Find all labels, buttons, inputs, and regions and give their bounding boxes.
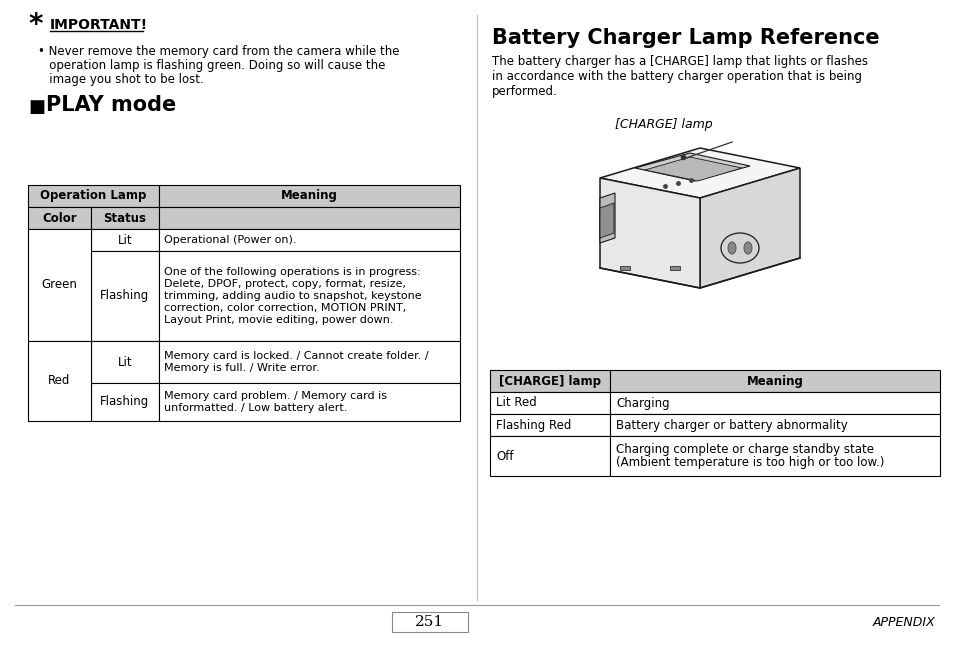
Text: Charging complete or charge standby state: Charging complete or charge standby stat… xyxy=(616,443,873,456)
Bar xyxy=(159,229,459,251)
Bar xyxy=(159,185,459,207)
Text: Lit Red: Lit Red xyxy=(496,397,537,410)
Ellipse shape xyxy=(727,242,735,254)
Polygon shape xyxy=(599,193,615,243)
Text: in accordance with the battery charger operation that is being: in accordance with the battery charger o… xyxy=(492,70,862,83)
Text: Green: Green xyxy=(42,278,77,291)
Bar xyxy=(490,392,609,414)
Bar xyxy=(91,251,159,341)
Text: PLAY mode: PLAY mode xyxy=(46,95,176,115)
Text: The battery charger has a [CHARGE] lamp that lights or flashes: The battery charger has a [CHARGE] lamp … xyxy=(492,55,867,68)
Bar xyxy=(609,436,939,476)
Polygon shape xyxy=(599,148,800,198)
Polygon shape xyxy=(599,203,614,238)
Text: Red: Red xyxy=(49,375,71,388)
Text: Layout Print, movie editing, power down.: Layout Print, movie editing, power down. xyxy=(164,315,393,325)
Text: *: * xyxy=(28,11,43,39)
Text: Lit: Lit xyxy=(117,233,132,247)
Text: [CHARGE] lamp: [CHARGE] lamp xyxy=(615,118,712,131)
Text: correction, color correction, MOTION PRINT,: correction, color correction, MOTION PRI… xyxy=(164,303,406,313)
Bar xyxy=(28,341,91,421)
Bar xyxy=(159,251,459,341)
Text: • Never remove the memory card from the camera while the: • Never remove the memory card from the … xyxy=(38,45,399,58)
Polygon shape xyxy=(635,153,749,181)
FancyBboxPatch shape xyxy=(392,612,468,632)
Text: Memory card problem. / Memory card is: Memory card problem. / Memory card is xyxy=(164,391,387,401)
Text: Flashing Red: Flashing Red xyxy=(496,419,571,432)
Text: APPENDIX: APPENDIX xyxy=(871,616,934,629)
Bar xyxy=(91,229,159,251)
Text: Meaning: Meaning xyxy=(281,189,337,202)
Polygon shape xyxy=(700,168,800,288)
Text: Flashing: Flashing xyxy=(100,395,150,408)
Text: One of the following operations is in progress:: One of the following operations is in pr… xyxy=(164,267,420,277)
Bar xyxy=(490,436,609,476)
Text: image you shot to be lost.: image you shot to be lost. xyxy=(38,73,204,86)
Text: Color: Color xyxy=(42,211,77,225)
Bar xyxy=(669,266,679,270)
Bar xyxy=(619,266,629,270)
Bar xyxy=(28,185,159,207)
Bar xyxy=(91,341,159,383)
Text: 251: 251 xyxy=(415,615,444,629)
Text: Off: Off xyxy=(496,450,513,463)
Text: performed.: performed. xyxy=(492,85,558,98)
Text: operation lamp is flashing green. Doing so will cause the: operation lamp is flashing green. Doing … xyxy=(38,59,385,72)
Text: Flashing: Flashing xyxy=(100,289,150,302)
Bar xyxy=(490,414,609,436)
Text: [CHARGE] lamp: [CHARGE] lamp xyxy=(498,375,600,388)
Text: Battery Charger Lamp Reference: Battery Charger Lamp Reference xyxy=(492,28,879,48)
Text: Charging: Charging xyxy=(616,397,669,410)
Bar xyxy=(609,392,939,414)
Bar xyxy=(609,370,939,392)
Text: Meaning: Meaning xyxy=(746,375,802,388)
Text: IMPORTANT!: IMPORTANT! xyxy=(50,18,148,32)
Text: Status: Status xyxy=(103,211,147,225)
Bar xyxy=(28,229,91,341)
Bar xyxy=(91,207,159,229)
Text: ■: ■ xyxy=(28,98,45,116)
Polygon shape xyxy=(644,157,741,181)
Bar xyxy=(490,370,609,392)
Text: Operational (Power on).: Operational (Power on). xyxy=(164,235,296,245)
Ellipse shape xyxy=(720,233,759,263)
Ellipse shape xyxy=(743,242,751,254)
Text: (Ambient temperature is too high or too low.): (Ambient temperature is too high or too … xyxy=(616,456,883,469)
Bar xyxy=(609,414,939,436)
Polygon shape xyxy=(599,178,700,288)
Text: Operation Lamp: Operation Lamp xyxy=(40,189,147,202)
Text: Lit: Lit xyxy=(117,355,132,368)
Text: Memory card is locked. / Cannot create folder. /: Memory card is locked. / Cannot create f… xyxy=(164,351,428,361)
Bar xyxy=(159,341,459,383)
Bar xyxy=(159,207,459,229)
Text: unformatted. / Low battery alert.: unformatted. / Low battery alert. xyxy=(164,403,347,413)
Text: trimming, adding audio to snapshot, keystone: trimming, adding audio to snapshot, keys… xyxy=(164,291,421,301)
Bar xyxy=(91,383,159,421)
Text: Memory is full. / Write error.: Memory is full. / Write error. xyxy=(164,363,319,373)
Bar xyxy=(159,383,459,421)
Text: Delete, DPOF, protect, copy, format, resize,: Delete, DPOF, protect, copy, format, res… xyxy=(164,279,406,289)
Text: Battery charger or battery abnormality: Battery charger or battery abnormality xyxy=(616,419,847,432)
Bar xyxy=(28,207,91,229)
